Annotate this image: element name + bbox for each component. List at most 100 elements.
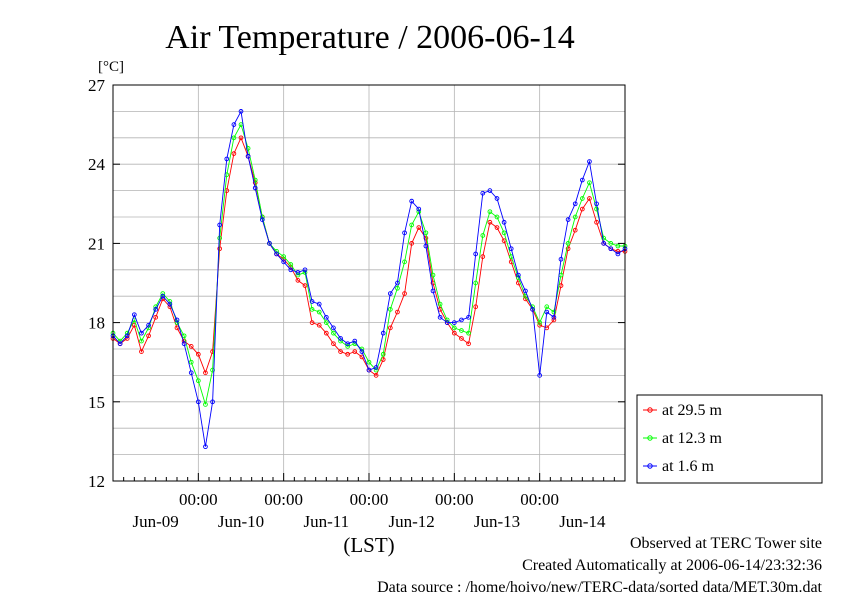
x-day-label: Jun-12 xyxy=(389,512,435,531)
data-point xyxy=(174,317,180,323)
data-point xyxy=(373,367,379,373)
data-point xyxy=(288,267,294,273)
data-point xyxy=(515,272,521,278)
x-tick-label: 00:00 xyxy=(350,490,389,509)
data-point xyxy=(323,330,329,336)
data-point xyxy=(409,198,415,204)
data-point xyxy=(466,314,471,320)
data-point xyxy=(523,288,528,294)
data-point xyxy=(203,402,208,407)
y-tick-label: 12 xyxy=(88,472,105,491)
data-point xyxy=(601,235,607,241)
data-point xyxy=(480,254,486,259)
data-point xyxy=(231,122,237,127)
data-point xyxy=(295,272,301,278)
data-point xyxy=(416,206,422,212)
data-point xyxy=(501,230,507,236)
data-point xyxy=(203,370,208,376)
data-point xyxy=(338,338,343,344)
x-tick-label: 00:00 xyxy=(264,490,303,509)
data-point xyxy=(231,135,237,141)
data-point xyxy=(473,280,479,286)
data-point xyxy=(387,325,393,331)
data-point xyxy=(231,151,237,156)
data-point xyxy=(146,322,151,328)
data-point xyxy=(558,256,564,262)
x-tick-label: 00:00 xyxy=(179,490,218,509)
data-point xyxy=(316,301,322,307)
data-point xyxy=(181,333,187,339)
data-point xyxy=(373,373,379,378)
data-point xyxy=(181,341,187,347)
footer-created: Created Automatically at 2006-06-14/23:3… xyxy=(522,557,822,574)
x-day-label: Jun-14 xyxy=(559,512,606,531)
x-axis-label: (LST) xyxy=(343,533,394,557)
data-point xyxy=(323,320,329,325)
data-point xyxy=(238,135,244,141)
data-point xyxy=(608,246,614,252)
data-point xyxy=(402,259,407,265)
data-point xyxy=(302,267,308,273)
data-point xyxy=(565,246,571,252)
data-point xyxy=(587,196,592,201)
data-point xyxy=(245,153,251,159)
data-point xyxy=(537,320,543,325)
y-tick-label: 24 xyxy=(88,155,106,174)
data-point xyxy=(487,209,493,215)
legend-box xyxy=(636,394,823,484)
data-point xyxy=(459,317,464,323)
data-point xyxy=(195,378,201,384)
data-point xyxy=(459,336,464,341)
x-day-label: Jun-09 xyxy=(133,512,179,531)
data-point xyxy=(188,359,194,365)
data-point xyxy=(430,272,436,278)
data-point xyxy=(309,299,315,304)
data-point xyxy=(117,341,123,347)
data-point xyxy=(501,219,507,225)
data-point xyxy=(466,330,471,336)
data-point xyxy=(551,314,557,320)
data-point xyxy=(402,230,407,236)
x-tick-label: 00:00 xyxy=(520,490,559,509)
data-point xyxy=(594,201,599,207)
data-point xyxy=(480,190,486,196)
data-point xyxy=(160,291,166,296)
data-point xyxy=(352,349,358,354)
footer-observed: Observed at TERC Tower site xyxy=(629,535,822,552)
data-point xyxy=(345,344,351,349)
data-point xyxy=(451,320,457,325)
data-point xyxy=(146,333,151,339)
data-point xyxy=(267,241,272,246)
data-point xyxy=(153,307,159,312)
data-point xyxy=(316,309,322,315)
data-point xyxy=(587,159,592,164)
data-point xyxy=(494,196,500,201)
data-point xyxy=(217,222,223,228)
data-point xyxy=(252,185,258,191)
data-point xyxy=(572,201,578,207)
data-point xyxy=(359,349,365,354)
data-point xyxy=(494,225,500,230)
data-point xyxy=(295,278,301,283)
data-point xyxy=(594,219,599,225)
data-point xyxy=(480,233,486,238)
y-tick-label: 18 xyxy=(88,314,105,333)
data-point xyxy=(615,251,621,257)
data-point xyxy=(416,225,422,230)
data-point xyxy=(210,399,215,405)
data-point xyxy=(402,291,407,296)
data-point xyxy=(423,230,429,236)
data-point xyxy=(259,217,265,222)
data-point xyxy=(565,217,571,222)
data-point xyxy=(466,341,471,347)
data-point xyxy=(345,351,351,357)
data-point xyxy=(423,243,429,249)
data-point xyxy=(615,243,621,249)
data-point xyxy=(131,312,137,318)
grid xyxy=(113,85,625,481)
y-tick-label: 15 xyxy=(88,393,105,412)
data-point xyxy=(373,365,379,370)
data-point xyxy=(302,283,308,288)
